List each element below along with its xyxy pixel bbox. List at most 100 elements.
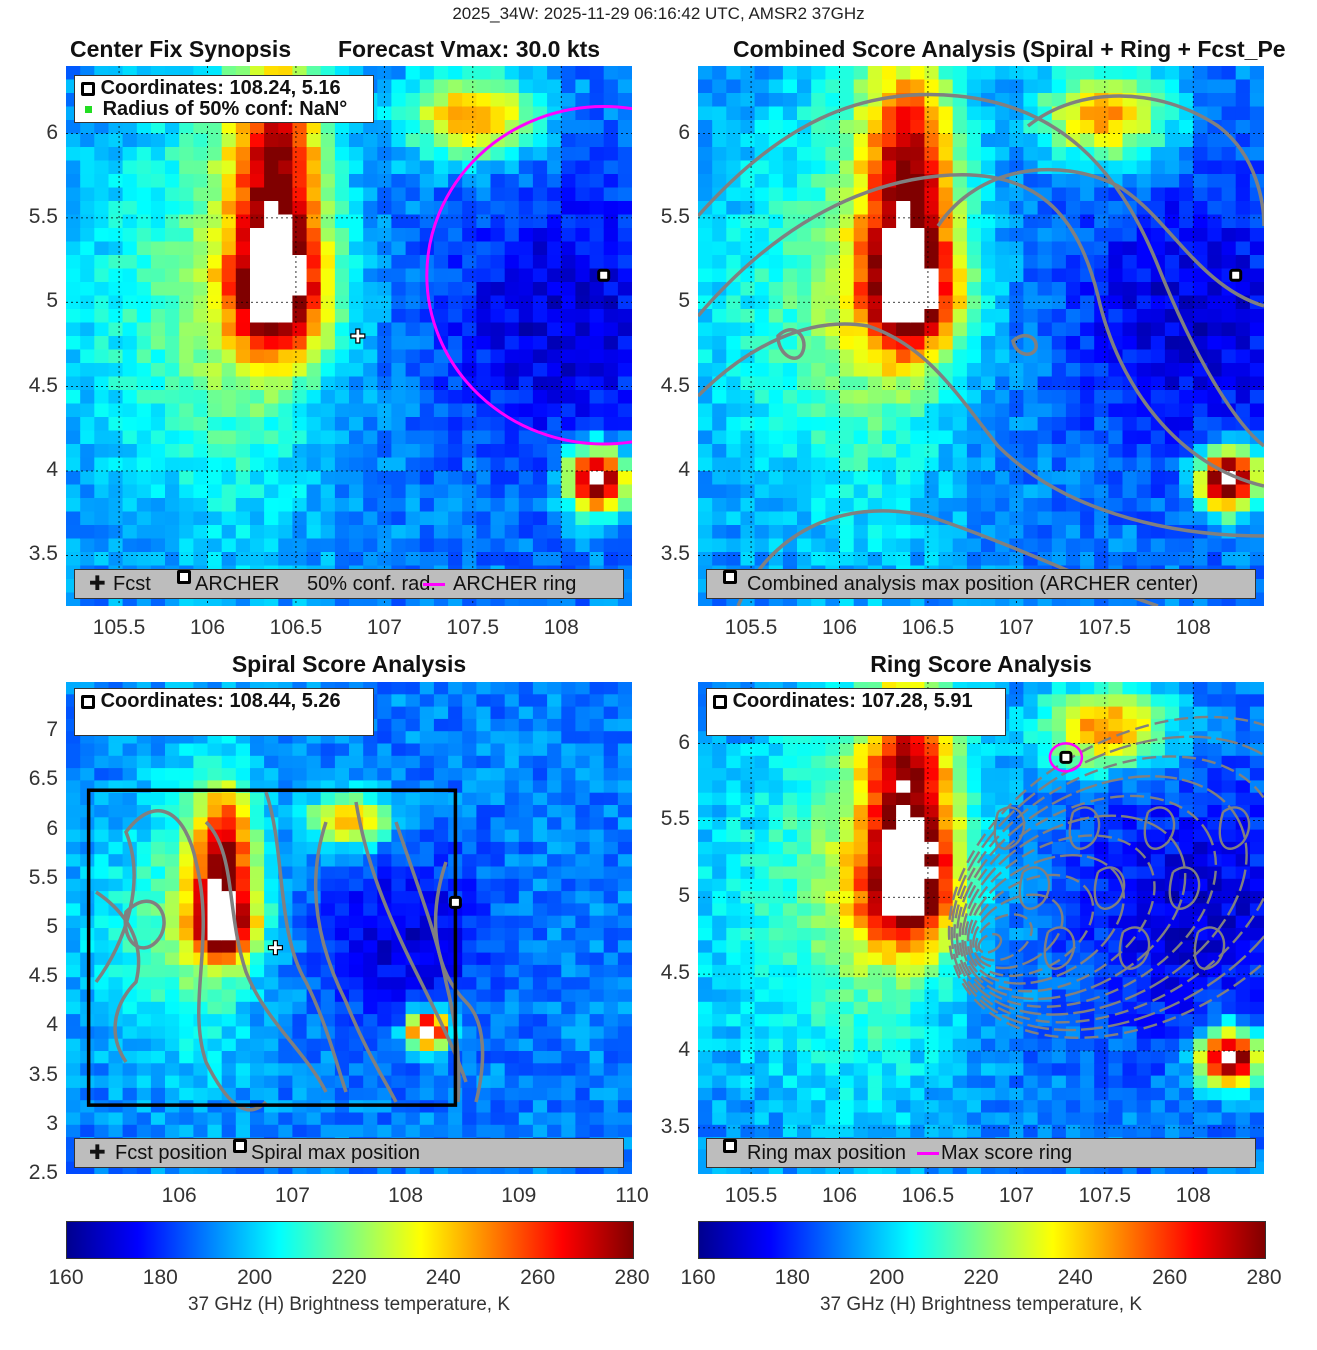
heatmap-cell xyxy=(221,792,237,806)
heatmap-cell xyxy=(1179,201,1194,216)
heatmap-cell xyxy=(811,241,826,256)
heatmap-cell xyxy=(1207,282,1223,297)
heatmap-cell xyxy=(94,403,110,418)
heatmap-cell xyxy=(207,457,223,472)
heatmap-cell xyxy=(575,792,591,806)
heatmap-cell xyxy=(193,1087,209,1101)
heatmap-cell xyxy=(363,743,378,757)
heatmap-cell xyxy=(1023,79,1039,94)
heatmap-cell xyxy=(391,1014,407,1027)
heatmap-cell xyxy=(910,538,926,553)
heatmap-cell xyxy=(150,214,166,229)
heatmap-cell xyxy=(165,363,180,378)
heatmap-cell xyxy=(490,706,506,720)
heatmap-cell xyxy=(320,457,336,472)
heatmap-cell xyxy=(603,768,619,781)
heatmap-cell xyxy=(320,915,336,929)
heatmap-cell xyxy=(825,498,841,513)
heatmap-cell xyxy=(1065,120,1081,135)
heatmap-cell xyxy=(179,390,194,405)
heatmap-cell xyxy=(490,349,506,364)
heatmap-cell xyxy=(490,457,506,472)
heatmap-cell xyxy=(839,444,855,459)
heatmap-cell xyxy=(938,552,954,567)
heatmap-cell xyxy=(603,903,619,917)
heatmap-cell xyxy=(1122,268,1138,283)
heatmap-cell xyxy=(136,187,152,202)
heatmap-cell xyxy=(1221,430,1237,445)
heatmap-cell xyxy=(853,538,869,553)
heatmap-cell xyxy=(1235,241,1251,256)
heatmap-cell xyxy=(320,1063,336,1077)
heatmap-cell xyxy=(1207,187,1223,202)
heatmap-cell xyxy=(867,430,883,445)
heatmap-cell xyxy=(938,120,954,135)
heatmap-cell xyxy=(264,403,279,418)
heatmap-cell xyxy=(334,1014,350,1027)
heatmap-cell xyxy=(476,780,492,794)
heatmap-cell xyxy=(179,755,194,769)
heatmap-cell xyxy=(278,322,294,337)
heatmap-cell xyxy=(547,133,562,148)
heatmap-cell xyxy=(448,376,463,391)
heatmap-cell xyxy=(504,952,520,966)
heatmap-cell xyxy=(80,552,95,567)
heatmap-cell xyxy=(1235,376,1251,391)
heatmap-cell xyxy=(292,187,308,202)
heatmap-cell xyxy=(377,694,393,708)
heatmap-cell xyxy=(518,1026,534,1040)
heatmap-cell xyxy=(797,511,812,526)
heatmap-cell xyxy=(1193,268,1209,283)
heatmap-cell xyxy=(561,241,577,256)
heatmap-cell xyxy=(306,891,322,904)
heatmap-cell xyxy=(179,866,194,880)
heatmap-cell xyxy=(867,133,883,148)
heatmap-cell xyxy=(740,282,756,297)
heatmap-cell xyxy=(66,989,81,1003)
heatmap-cell xyxy=(264,201,279,216)
heatmap-cell xyxy=(377,866,393,880)
heatmap-cell xyxy=(1023,133,1039,148)
heatmap-cell xyxy=(589,498,605,513)
heatmap-cell xyxy=(726,1014,742,1027)
heatmap-cell xyxy=(811,471,826,486)
heatmap-cell xyxy=(825,268,841,283)
heatmap-cell xyxy=(740,498,756,513)
heatmap-cell xyxy=(150,376,166,391)
heatmap-cell xyxy=(66,201,81,216)
heatmap-cell xyxy=(1023,201,1039,216)
heatmap-cell xyxy=(547,417,562,432)
heatmap-cell xyxy=(306,403,322,418)
heatmap-cell xyxy=(561,228,577,243)
heatmap-cell xyxy=(981,390,996,405)
heatmap-cell xyxy=(981,214,996,229)
heatmap-cell xyxy=(504,349,520,364)
heatmap-cell xyxy=(603,989,619,1003)
heatmap-cell xyxy=(292,241,308,256)
heatmap-cell xyxy=(617,1001,632,1015)
heatmap-cell xyxy=(122,457,138,472)
heatmap-cell xyxy=(698,282,713,297)
heatmap-cell xyxy=(938,322,954,337)
heatmap-cell xyxy=(910,268,926,283)
heatmap-cell xyxy=(207,878,223,892)
heatmap-cell xyxy=(377,376,393,391)
heatmap-cell xyxy=(1179,430,1194,445)
heatmap-cell xyxy=(292,201,308,216)
heatmap-cell xyxy=(617,1038,632,1052)
heatmap-cell xyxy=(1051,525,1067,540)
heatmap-cell xyxy=(264,1087,279,1101)
heatmap-cell xyxy=(490,511,506,526)
heatmap-cell xyxy=(740,120,756,135)
heatmap-cell xyxy=(1235,160,1251,175)
heatmap-cell xyxy=(981,376,996,391)
heatmap-cell xyxy=(207,336,223,351)
heatmap-cell xyxy=(532,694,548,708)
heatmap-cell xyxy=(1221,511,1237,526)
heatmap-cell xyxy=(504,792,520,806)
heatmap-cell xyxy=(250,282,265,297)
heatmap-cell xyxy=(1094,241,1109,256)
heatmap-cell xyxy=(349,120,364,135)
fcst-marker xyxy=(267,940,284,956)
heatmap-cell xyxy=(349,1051,364,1064)
